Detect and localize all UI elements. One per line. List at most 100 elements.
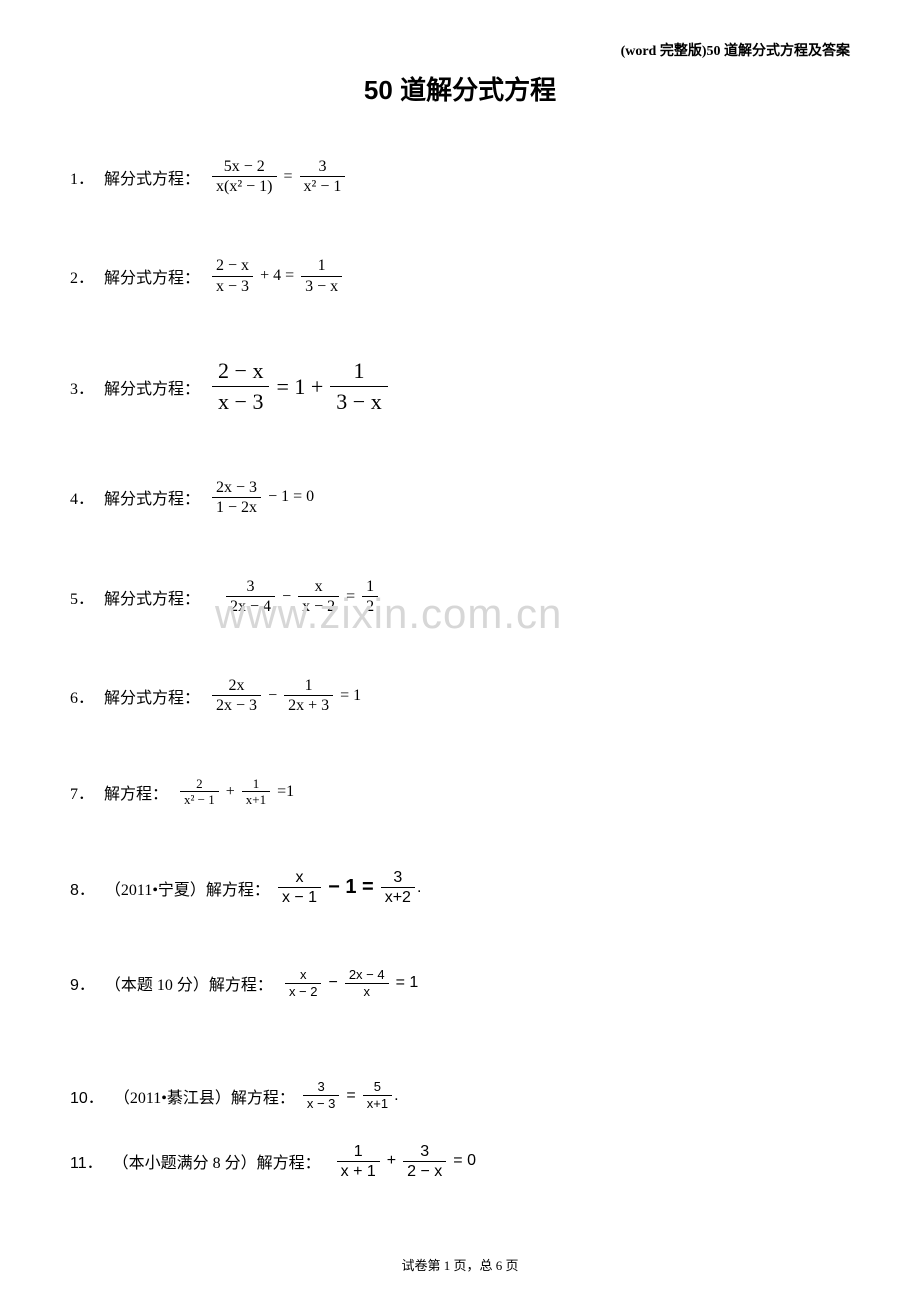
equation: xx − 1 − 1 = 3x+2 . xyxy=(276,868,421,907)
denominator: 3 − x xyxy=(330,387,387,417)
denominator: x² − 1 xyxy=(300,177,346,196)
problem-number: 1． xyxy=(70,165,94,189)
denominator: x² − 1 xyxy=(180,792,219,808)
denominator: x+1 xyxy=(242,792,270,808)
problem-label: 解方程： xyxy=(257,1149,321,1173)
problem-6: 6． 解分式方程： 2x2x − 3 − 12x + 3 = 1 xyxy=(70,676,850,715)
denominator: x − 3 xyxy=(303,1096,340,1112)
problem-1: 1． 解分式方程： 5x − 2x(x² − 1) = 3x² − 1 xyxy=(70,157,850,196)
problem-number: 7． xyxy=(70,780,94,804)
equation: 5x − 2x(x² − 1) = 3x² − 1 xyxy=(210,157,347,196)
equation: 2 − xx − 3 = 1 + 13 − x xyxy=(210,356,390,418)
equation: 2x − 31 − 2x − 1 = 0 xyxy=(210,478,319,517)
header-note: (word 完整版)50 道解分式方程及答案 xyxy=(621,40,850,60)
denominator: x+1 xyxy=(363,1096,392,1112)
numerator: 2x − 4 xyxy=(345,967,389,984)
denominator: 2 − x xyxy=(403,1162,446,1181)
problem-7: 7． 解方程： 2x² − 1 + 1x+1 =1 xyxy=(70,776,850,808)
numerator: 2 − x xyxy=(212,256,253,276)
numerator: 2x − 3 xyxy=(212,478,261,498)
operator: + xyxy=(226,783,235,801)
problem-number: 2． xyxy=(70,264,94,288)
operator: − 1 = xyxy=(328,876,374,899)
problem-label: 解分式方程： xyxy=(104,585,200,609)
problem-number: 3． xyxy=(70,375,94,399)
problem-2: 2． 解分式方程： 2 − xx − 3 + 4 = 13 − x xyxy=(70,256,850,295)
operator: =1 xyxy=(277,783,294,801)
denominator: 2x + 3 xyxy=(284,696,333,715)
numerator: 5x − 2 xyxy=(212,157,276,177)
tail: . xyxy=(417,879,421,897)
operator: = 0 xyxy=(453,1152,476,1170)
operator: = 1 + xyxy=(276,374,323,400)
problem-9: 9． （本题 10 分） 解方程： xx − 2 − 2x − 4x = 1 xyxy=(70,967,850,999)
equation: xx − 2 − 2x − 4x = 1 xyxy=(283,967,423,999)
problem-4: 4． 解分式方程： 2x − 31 − 2x − 1 = 0 xyxy=(70,478,850,517)
numerator: 1 xyxy=(330,356,387,387)
problem-number: 6． xyxy=(70,684,94,708)
equation: 1x + 1 + 32 − x = 0 xyxy=(335,1142,481,1181)
equation: 3x − 3 = 5x+1 . xyxy=(301,1079,399,1111)
problem-source: （2011•宁夏） xyxy=(105,876,206,900)
problem-8: 8． （2011•宁夏） 解方程： xx − 1 − 1 = 3x+2 . xyxy=(70,868,850,907)
equation: 2x² − 1 + 1x+1 =1 xyxy=(178,776,299,808)
numerator: 1 xyxy=(301,256,342,276)
problem-number: 5． xyxy=(70,585,94,609)
numerator: 1 xyxy=(337,1142,380,1162)
problem-label: 解方程： xyxy=(209,971,273,995)
problem-label: 解分式方程： xyxy=(104,165,200,189)
problem-label: 解分式方程： xyxy=(104,485,200,509)
denominator: 2x − 3 xyxy=(212,696,261,715)
denominator: x − 3 xyxy=(212,277,253,296)
page-title: 50 道解分式方程 xyxy=(70,70,850,107)
problem-source: （2011•綦江县） xyxy=(114,1084,231,1108)
problem-label: 解分式方程： xyxy=(104,684,200,708)
operator: = xyxy=(284,168,293,186)
numerator: 3 xyxy=(300,157,346,177)
numerator: 1 xyxy=(242,776,270,793)
operator: = 1 xyxy=(396,974,419,992)
denominator: x(x² − 1) xyxy=(212,177,276,196)
problem-number: 11． xyxy=(70,1149,103,1173)
problem-label: 解方程： xyxy=(206,876,270,900)
watermark: www.zixin.com.cn xyxy=(215,590,562,638)
tail: . xyxy=(394,1087,398,1105)
problem-label: 解分式方程： xyxy=(104,264,200,288)
numerator: 3 xyxy=(381,868,415,888)
operator: = 1 xyxy=(340,687,361,705)
numerator: 3 xyxy=(303,1079,340,1096)
problem-number: 9． xyxy=(70,971,95,995)
problem-source: （本题 10 分） xyxy=(105,971,209,995)
denominator: x xyxy=(345,984,389,1000)
numerator: 2x xyxy=(212,676,261,696)
operator: − xyxy=(328,974,337,992)
numerator: x xyxy=(285,967,322,984)
problem-3: 3． 解分式方程： 2 − xx − 3 = 1 + 13 − x xyxy=(70,356,850,418)
problem-label: 解分式方程： xyxy=(104,375,200,399)
denominator: x − 2 xyxy=(285,984,322,1000)
numerator: x xyxy=(278,868,321,888)
operator: + xyxy=(387,1152,396,1170)
problem-number: 8． xyxy=(70,876,95,900)
page: (word 完整版)50 道解分式方程及答案 50 道解分式方程 www.zix… xyxy=(0,0,920,1302)
numerator: 1 xyxy=(284,676,333,696)
denominator: 1 − 2x xyxy=(212,498,261,517)
problem-label: 解方程： xyxy=(231,1084,295,1108)
numerator: 3 xyxy=(403,1142,446,1162)
denominator: x − 3 xyxy=(212,387,269,417)
numerator: 2 xyxy=(180,776,219,793)
operator: = xyxy=(346,1087,355,1105)
problem-number: 4． xyxy=(70,485,94,509)
problem-source: （本小题满分 8 分） xyxy=(113,1149,257,1173)
denominator: x + 1 xyxy=(337,1162,380,1181)
numerator: 5 xyxy=(363,1079,392,1096)
denominator: x+2 xyxy=(381,888,415,907)
numerator: 2 − x xyxy=(212,356,269,387)
page-footer: 试卷第 1 页，总 6 页 xyxy=(0,1255,920,1274)
denominator: x − 1 xyxy=(278,888,321,907)
problem-number: 10． xyxy=(70,1084,104,1108)
operator: − 1 = 0 xyxy=(268,488,314,506)
problem-label: 解方程： xyxy=(104,780,168,804)
problem-11: 11． （本小题满分 8 分） 解方程： 1x + 1 + 32 − x = 0 xyxy=(70,1142,850,1181)
problem-10: 10． （2011•綦江县） 解方程： 3x − 3 = 5x+1 . xyxy=(70,1079,850,1111)
